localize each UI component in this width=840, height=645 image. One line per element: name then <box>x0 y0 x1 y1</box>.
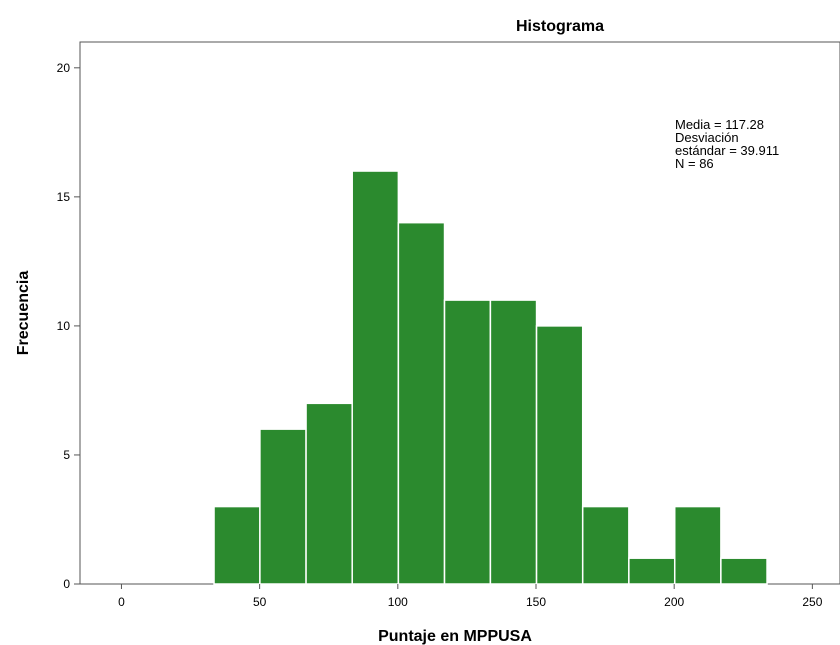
y-axis-ticks: 0 5 10 15 20 <box>57 61 80 591</box>
histogram-bar-1 <box>213 505 261 585</box>
y-axis-label: Frecuencia <box>15 271 32 356</box>
y-tick-label: 10 <box>57 319 71 333</box>
histogram-bars <box>213 170 768 585</box>
stats-annotation: Media = 117.28 Desviación estándar = 39.91… <box>675 117 779 171</box>
histogram-bar-11 <box>673 505 722 585</box>
x-tick-label: 0 <box>118 595 125 609</box>
x-tick-label: 50 <box>253 595 267 609</box>
y-tick-label: 5 <box>63 448 70 462</box>
x-axis-label: Puntaje en MPPUSA <box>378 628 532 645</box>
stats-line: Media = 117.28 <box>675 117 764 132</box>
stats-line: N = 86 <box>675 156 714 171</box>
stats-line: estándar = 39.911 <box>675 143 779 158</box>
stats-line: Desviación <box>675 130 739 145</box>
histogram-bar-9 <box>581 505 630 585</box>
x-axis-ticks: 0 50 100 150 200 250 <box>118 584 823 609</box>
histogram-bar-5 <box>397 221 446 585</box>
histogram-bar-10 <box>628 557 676 585</box>
histogram-bar-2 <box>259 428 307 585</box>
y-tick-label: 0 <box>63 577 70 591</box>
x-tick-label: 150 <box>526 595 546 609</box>
x-tick-label: 200 <box>664 595 684 609</box>
histogram-bar-4 <box>351 170 400 585</box>
y-tick-label: 20 <box>57 61 71 75</box>
y-tick-label: 15 <box>57 190 71 204</box>
histogram-bar-3 <box>305 402 353 585</box>
histogram-bar-8 <box>535 325 584 585</box>
x-tick-label: 100 <box>388 595 408 609</box>
chart-title: Histograma <box>516 18 604 35</box>
histogram-bar-6 <box>443 299 492 585</box>
histogram-bar-12 <box>720 557 768 585</box>
x-tick-label: 250 <box>802 595 822 609</box>
histogram-bar-7 <box>489 299 538 585</box>
